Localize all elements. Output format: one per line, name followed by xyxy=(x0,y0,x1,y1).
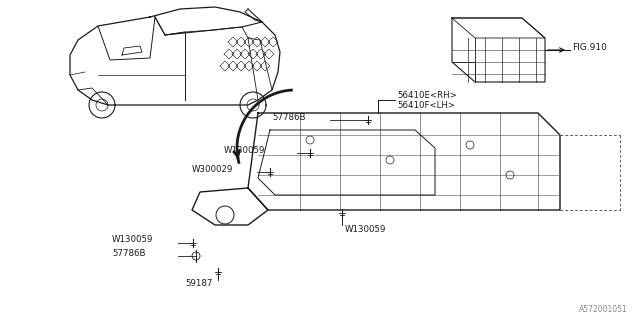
Text: W130059: W130059 xyxy=(345,225,387,234)
Text: A572001051: A572001051 xyxy=(579,305,628,314)
Text: FIG.910: FIG.910 xyxy=(572,43,607,52)
Text: 56410E<RH>: 56410E<RH> xyxy=(397,91,457,100)
Text: W300029: W300029 xyxy=(192,164,234,173)
Text: W130059: W130059 xyxy=(112,236,154,244)
Text: 59187: 59187 xyxy=(185,279,212,289)
Text: W130059: W130059 xyxy=(224,146,266,155)
Text: 57786B: 57786B xyxy=(272,113,305,122)
Text: 56410F<LH>: 56410F<LH> xyxy=(397,100,455,109)
Text: 57786B: 57786B xyxy=(112,249,145,258)
